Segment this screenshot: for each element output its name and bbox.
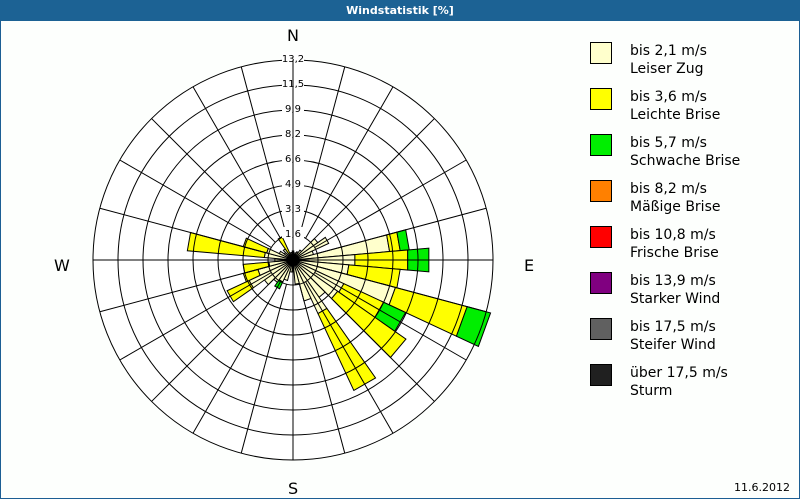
wind-sector [226,279,254,303]
legend-class: Schwache Brise [630,153,741,169]
legend-swatch [590,364,612,386]
legend-class: Leichte Brise [630,107,721,123]
legend-swatch [590,42,612,64]
direction-label-north: N [287,26,299,45]
legend-swatch [590,180,612,202]
legend-class: Sturm [630,383,673,399]
legend-class: Frische Brise [630,245,719,261]
legend-swatch [590,226,612,248]
legend-class: Starker Wind [630,291,721,307]
chart-date: 11.6.2012 [734,481,790,494]
svg-text:13,2: 13,2 [282,54,304,65]
legend-class: Steifer Wind [630,337,716,353]
legend-swatch [590,272,612,294]
legend-swatch [590,318,612,340]
legend-speed: bis 3,6 m/s [630,89,707,105]
legend-swatch [590,134,612,156]
legend-class: Mäßige Brise [630,199,721,215]
legend-speed: bis 2,1 m/s [630,43,707,59]
legend-swatch [590,88,612,110]
legend-speed: über 17,5 m/s [630,365,728,381]
legend-speed: bis 8,2 m/s [630,181,707,197]
legend-speed: bis 10,8 m/s [630,227,716,243]
legend-class: Leiser Zug [630,61,704,77]
direction-label-west: W [54,256,70,275]
direction-label-south: S [288,479,299,498]
legend-speed: bis 13,9 m/s [630,273,716,289]
chart-title: Windstatistik [%] [0,0,800,21]
wind-sector [292,259,300,285]
legend-speed: bis 17,5 m/s [630,319,716,335]
legend-speed: bis 5,7 m/s [630,135,707,151]
direction-label-east: E [524,256,535,275]
